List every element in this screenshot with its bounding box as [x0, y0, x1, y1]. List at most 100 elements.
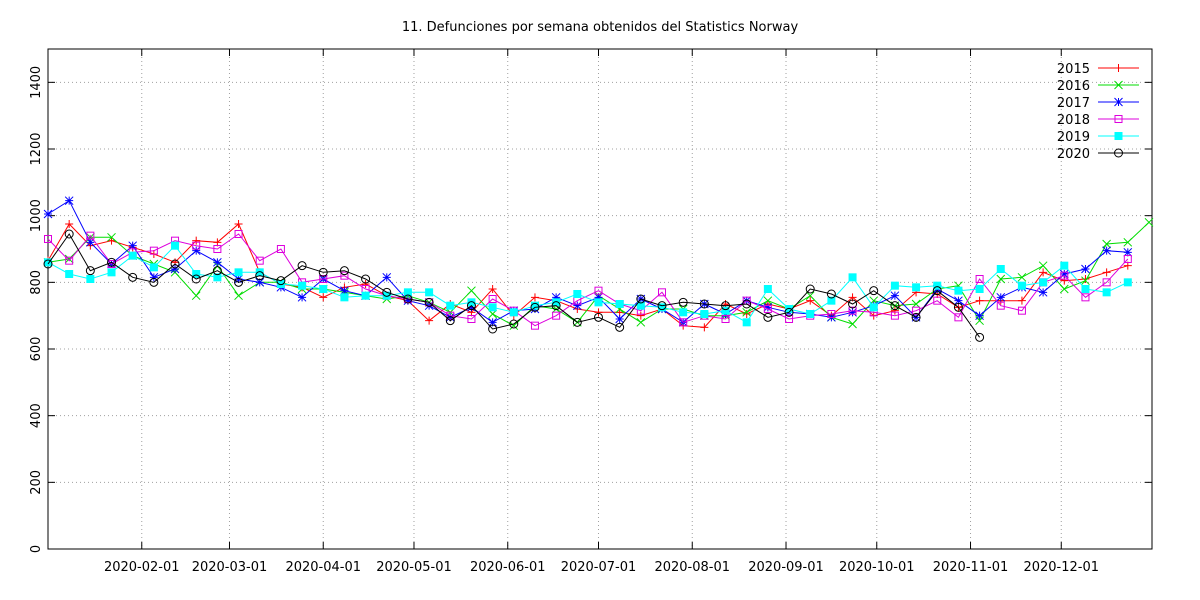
data-point: [213, 257, 222, 267]
data-point: [44, 235, 52, 243]
data-point: [382, 272, 392, 282]
series-2019: [44, 241, 1132, 327]
data-point: [827, 310, 836, 318]
data-point: [255, 268, 264, 277]
data-point: [318, 267, 328, 277]
x-tick-label: 2020-06-01: [470, 560, 546, 575]
y-tick-label: 400: [29, 403, 44, 428]
data-point: [1123, 278, 1132, 287]
data-point: [276, 280, 285, 288]
data-point: [403, 294, 413, 304]
data-point: [213, 238, 222, 247]
data-point: [806, 310, 815, 318]
data-point: [699, 299, 709, 309]
data-point: [86, 275, 95, 283]
data-point: [1039, 268, 1048, 277]
x-tick-label: 2020-07-01: [561, 560, 637, 575]
data-point: [530, 321, 539, 330]
data-point: [1039, 278, 1048, 287]
data-point: [1123, 247, 1133, 257]
data-point: [552, 311, 561, 320]
data-point: [1017, 306, 1026, 315]
data-point: [996, 265, 1005, 273]
data-point: [721, 301, 731, 311]
legend-item-2015: 2015: [1057, 62, 1139, 77]
data-point: [107, 257, 117, 267]
data-point: [297, 261, 307, 271]
data-point: [128, 241, 138, 251]
y-tick-label: 0: [29, 545, 44, 553]
data-point: [1114, 97, 1123, 107]
data-point: [297, 292, 307, 302]
data-point: [425, 316, 434, 325]
data-point: [933, 296, 942, 305]
data-point: [763, 302, 773, 312]
data-point: [763, 296, 773, 306]
data-point: [234, 291, 243, 301]
data-point: [234, 277, 244, 287]
data-point: [1038, 261, 1048, 271]
data-point: [319, 275, 328, 283]
data-point: [996, 301, 1005, 310]
data-point: [170, 259, 180, 269]
data-point: [488, 317, 497, 327]
data-point: [615, 314, 625, 324]
data-point: [785, 305, 794, 313]
plot-frame: [47, 48, 1153, 550]
data-point: [149, 272, 159, 282]
data-point: [467, 286, 476, 296]
data-point: [234, 274, 243, 284]
data-point: [340, 293, 349, 302]
data-point: [149, 277, 159, 287]
data-point: [339, 266, 349, 276]
data-point: [763, 305, 772, 313]
data-point: [679, 308, 688, 317]
data-point: [530, 302, 540, 312]
data-point: [594, 298, 603, 307]
data-point: [1017, 272, 1027, 282]
data-point: [594, 286, 603, 295]
data-point: [446, 311, 455, 320]
data-point: [446, 301, 455, 310]
data-point: [191, 291, 201, 301]
data-point: [1081, 293, 1090, 302]
data-point: [784, 307, 794, 317]
legend: 2015 2016 2017 2018 2019 2020: [1057, 62, 1139, 162]
data-point: [848, 273, 857, 282]
legend-label: 2020: [1057, 147, 1090, 162]
data-point: [890, 301, 900, 311]
data-point: [1123, 261, 1132, 270]
data-point: [826, 289, 836, 299]
data-point: [975, 311, 984, 321]
data-point: [932, 286, 942, 296]
data-point: [572, 301, 582, 311]
data-point: [445, 316, 455, 326]
data-point: [975, 275, 984, 283]
data-point: [530, 301, 539, 310]
data-point: [742, 307, 752, 317]
data-point: [593, 312, 603, 322]
data-point: [1123, 255, 1132, 263]
data-point: [255, 277, 265, 287]
data-point: [636, 294, 646, 304]
x-tick-label: 2020-08-01: [654, 560, 730, 575]
data-point: [65, 270, 74, 278]
data-point: [572, 317, 582, 327]
data-point: [212, 266, 222, 276]
chart-title: 11. Defunciones por semana obtenidos del…: [402, 20, 799, 35]
data-point: [43, 259, 53, 269]
data-point: [276, 245, 285, 253]
series-line-2020: [47, 233, 981, 338]
data-point: [255, 271, 265, 281]
x-tick-label: 2020-02-01: [104, 560, 180, 575]
x-tick-label: 2020-11-01: [933, 560, 1009, 575]
data-point: [382, 287, 392, 297]
data-point: [1038, 287, 1048, 297]
legend-label: 2015: [1057, 62, 1090, 77]
data-point: [806, 296, 815, 305]
data-point: [848, 299, 858, 309]
data-point: [848, 307, 857, 317]
data-point: [255, 256, 264, 265]
data-point: [551, 301, 561, 311]
